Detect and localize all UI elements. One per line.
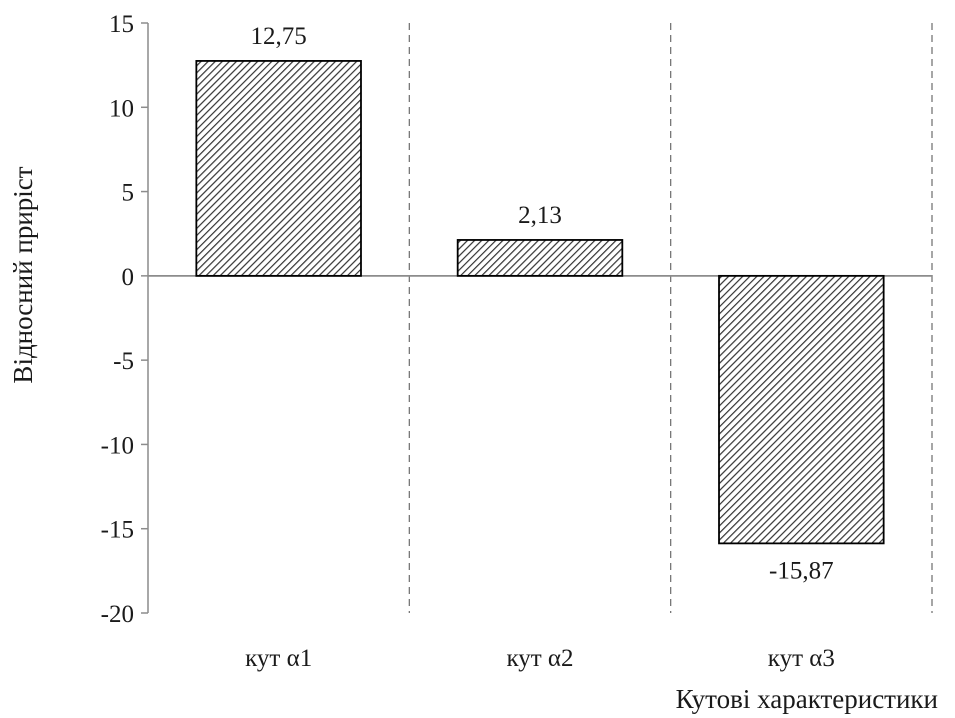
- data-label-1: 12,75: [251, 23, 307, 50]
- bar-3: [718, 274, 885, 545]
- category-label-1: кут α1: [245, 645, 312, 672]
- y-tick-label: -10: [101, 432, 134, 459]
- labels: 12,75 кут α1 2,13 кут α2 -15,87 кут α3: [245, 23, 835, 672]
- axes: 15 10 5 0 -5 -10 -15 -20: [101, 11, 932, 628]
- y-tick-label: 0: [122, 264, 135, 291]
- bar-2: [456, 239, 624, 277]
- y-tick-label: -20: [101, 601, 134, 628]
- data-label-3: -15,87: [769, 557, 834, 584]
- bars: [195, 60, 885, 545]
- y-tick-label: 5: [122, 180, 135, 207]
- y-tick-label: 15: [109, 11, 134, 38]
- y-axis-title: Відносний приріст: [8, 166, 38, 383]
- category-separators: [408, 23, 933, 613]
- x-axis-title: Кутові характеристики: [676, 684, 938, 714]
- bar-1: [195, 60, 362, 277]
- data-label-2: 2,13: [518, 202, 562, 229]
- y-tick-label: -15: [101, 517, 134, 544]
- category-label-2: кут α2: [506, 645, 573, 672]
- y-tick-label: -5: [113, 348, 134, 375]
- y-tick-label: 10: [109, 95, 134, 122]
- category-label-3: кут α3: [768, 645, 835, 672]
